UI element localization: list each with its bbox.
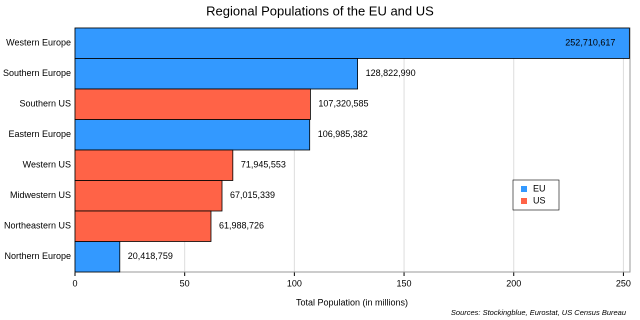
x-tick-label: 100	[287, 278, 302, 288]
bar	[74, 88, 311, 120]
y-tick-label: Eastern Europe	[8, 129, 71, 139]
bar	[74, 27, 630, 59]
x-tick-label: 250	[616, 278, 631, 288]
bar	[74, 241, 121, 273]
legend-label: US	[533, 195, 546, 205]
bar	[74, 210, 212, 242]
bar	[74, 180, 223, 212]
bar	[74, 58, 358, 90]
y-tick-label: Northern Europe	[4, 251, 71, 261]
legend-box	[512, 179, 560, 211]
bar	[74, 149, 234, 181]
value-label: 128,822,990	[366, 68, 416, 78]
y-tick-label: Southern Europe	[3, 68, 71, 78]
chart-title: Regional Populations of the EU and US	[206, 3, 434, 18]
bar	[74, 119, 311, 151]
value-label: 61,988,726	[219, 221, 264, 231]
source: Sources: Stockingblue, Eurostat, US Cens…	[451, 308, 627, 317]
y-tick-label: Southern US	[19, 99, 71, 109]
legend-swatch	[521, 186, 527, 192]
x-axis-label: Total Population (in millions)	[296, 297, 408, 307]
value-label: 107,320,585	[318, 99, 368, 109]
legend-label: EU	[533, 183, 546, 193]
y-tick-label: Northeastern US	[4, 221, 71, 231]
y-tick-label: Western Europe	[6, 38, 71, 48]
value-label: 252,710,617	[565, 38, 615, 48]
value-label: 71,945,553	[241, 160, 286, 170]
value-label: 67,015,339	[230, 190, 275, 200]
x-tick-label: 50	[180, 278, 190, 288]
x-tick-label: 200	[506, 278, 521, 288]
x-tick-label: 0	[72, 278, 77, 288]
y-tick-label: Western US	[23, 160, 71, 170]
value-label: 106,985,382	[318, 129, 368, 139]
x-tick-label: 150	[397, 278, 412, 288]
y-tick-label: Midwestern US	[10, 190, 71, 200]
legend-swatch	[521, 198, 527, 204]
value-label: 20,418,759	[128, 251, 173, 261]
